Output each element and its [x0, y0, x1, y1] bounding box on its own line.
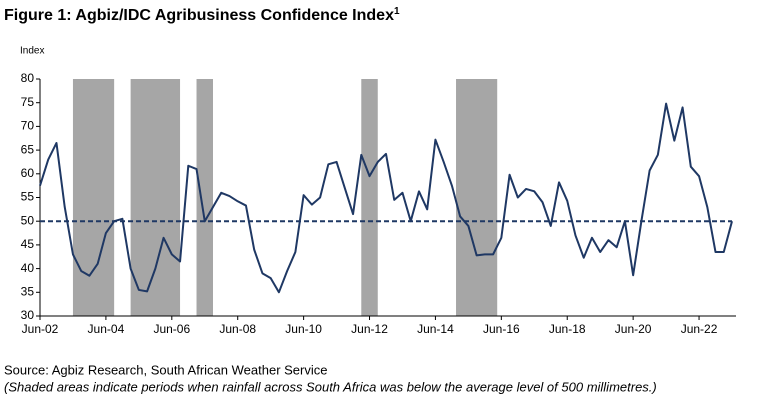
- x-tick-label: Jun-10: [285, 322, 322, 336]
- y-tick-label: 75: [21, 95, 35, 109]
- x-tick-label: Jun-08: [219, 322, 256, 336]
- y-tick-label: 65: [21, 142, 35, 156]
- y-tick-label: 45: [21, 237, 35, 251]
- plot-area: 30 35 40 45 50 55 60 65 70 75 80 Jun-02 Jun-04 Jun-06…: [21, 71, 736, 336]
- shaded-period: [130, 79, 181, 316]
- y-tick-label: 35: [21, 284, 35, 298]
- y-tick-label: 30: [21, 308, 35, 322]
- shaded-period: [361, 79, 378, 316]
- source: Source: Agbiz Research, South African We…: [4, 362, 327, 377]
- y-tick-label: 50: [21, 213, 35, 227]
- x-tick-label: Jun-04: [88, 322, 125, 336]
- note: (Shaded areas indicate periods when rain…: [4, 379, 657, 394]
- y-tick-label: 60: [21, 166, 35, 180]
- x-tick-label: Jun-12: [351, 322, 388, 336]
- y-axis-label: Index: [20, 46, 44, 57]
- y-tick-label: 70: [21, 119, 35, 133]
- chart-title: Figure 1: Agbiz/IDC Agribusiness Confide…: [4, 6, 400, 25]
- shaded-period: [196, 79, 213, 316]
- title-text: Figure 1: Agbiz/IDC Agribusiness Confide…: [4, 7, 394, 24]
- shaded-period: [456, 79, 498, 316]
- x-tick-label: Jun-22: [681, 322, 718, 336]
- shaded-period: [72, 79, 115, 316]
- x-tick-label: Jun-20: [615, 322, 652, 336]
- y-tick-label: 55: [21, 190, 35, 204]
- x-tick-label: Jun-16: [483, 322, 520, 336]
- x-tick-label: Jun-18: [549, 322, 586, 336]
- x-tick-label: Jun-14: [417, 322, 454, 336]
- title-superscript: 1: [394, 6, 400, 17]
- x-tick-label: Jun-06: [153, 322, 190, 336]
- y-tick-label: 80: [21, 71, 35, 85]
- data-line: [39, 102, 733, 294]
- y-tick-label: 40: [21, 261, 35, 275]
- x-tick-label: Jun-02: [22, 322, 59, 336]
